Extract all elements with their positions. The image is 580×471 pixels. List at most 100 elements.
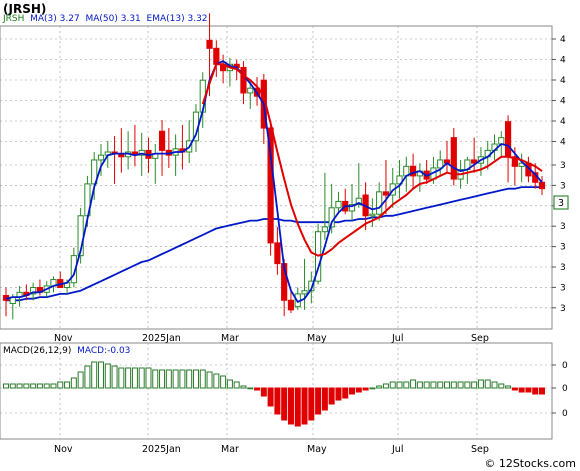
price-tick-label: 3: [560, 263, 566, 273]
month-label-macd: Nov: [54, 444, 73, 455]
price-tick-label: 4: [560, 56, 566, 66]
macd-bar: [23, 383, 30, 389]
macd-bar: [30, 383, 37, 389]
macd-bar: [342, 387, 349, 399]
price-tick-label: 4: [560, 35, 566, 45]
candle-body: [498, 137, 505, 145]
candle-body: [213, 47, 220, 65]
chart-title: (JRSH): [3, 2, 47, 16]
month-label-macd: 2025Jan: [142, 444, 181, 455]
macd-bar: [349, 387, 356, 395]
macd-bar: [247, 387, 254, 390]
candle-body: [301, 290, 308, 295]
price-tick-label: 3: [560, 161, 566, 171]
candle-body: [206, 39, 213, 49]
macd-bar: [152, 369, 159, 389]
macd-bar: [539, 387, 545, 395]
candle-body: [355, 197, 362, 206]
macd-bar: [118, 367, 125, 389]
candle-body: [247, 87, 254, 94]
macd-bar: [9, 383, 16, 389]
candle-body: [267, 127, 274, 244]
macd-bar: [505, 385, 512, 389]
macd-bar: [328, 387, 335, 405]
macd-bar: [3, 383, 9, 389]
macd-bar: [301, 387, 308, 425]
macd-bar: [382, 383, 389, 389]
candle-body: [335, 200, 342, 209]
month-label-macd: Sep: [471, 444, 489, 455]
month-label-macd: Jul: [391, 444, 403, 455]
macd-bar: [416, 381, 423, 389]
candle-body: [308, 280, 315, 292]
macd-bar: [206, 371, 213, 389]
macd-bar: [138, 367, 145, 389]
candle-body: [450, 137, 457, 180]
macd-bar: [471, 381, 478, 389]
macd-bar: [444, 381, 451, 389]
macd-bar: [213, 373, 220, 389]
month-label: Nov: [54, 333, 73, 344]
price-tick-label: 3: [560, 243, 566, 253]
candle-body: [376, 191, 383, 215]
candle-body: [70, 255, 77, 284]
macd-bar: [457, 381, 464, 389]
macd-bar: [16, 383, 23, 389]
candle-body: [321, 226, 328, 233]
macd-bar: [57, 381, 64, 389]
macd-bar: [91, 361, 98, 389]
macd-bar: [389, 381, 396, 389]
month-label: Mar: [221, 333, 239, 344]
legend-ema13-label: EMA(13): [146, 14, 185, 24]
macd-bar: [355, 387, 362, 393]
candle-body: [274, 242, 281, 265]
macd-legend-label: MACD(26,12,9): [3, 346, 72, 356]
macd-tick-label: 0: [562, 384, 568, 394]
legend-ma50-label: MA(50): [85, 14, 118, 24]
macd-bar: [437, 381, 444, 389]
macd-bar: [369, 387, 376, 390]
macd-bar: [179, 369, 186, 389]
macd-bar: [532, 387, 539, 395]
legend-ma50-value: 3.31: [120, 14, 141, 24]
legend-ticker: JRSH: [3, 14, 25, 24]
price-legend: JRSH MA(3) 3.27 MA(50) 3.31 EMA(13) 3.32: [3, 14, 208, 24]
candle-body: [240, 66, 247, 94]
macd-bar: [267, 387, 274, 407]
candle-body: [471, 159, 478, 164]
macd-bar: [430, 381, 437, 389]
macd-bar: [484, 379, 491, 389]
price-tick-label: 3: [560, 283, 566, 293]
price-tick-label: 4: [560, 117, 566, 127]
last-price-box: [553, 195, 569, 210]
macd-bar: [464, 381, 471, 389]
macd-bar: [315, 387, 322, 415]
macd-bar: [287, 387, 294, 425]
macd-bar: [70, 377, 77, 389]
macd-bar: [274, 387, 281, 415]
macd-bar: [450, 381, 457, 389]
ma3-line: [5, 60, 543, 303]
price-tick-label: 3: [560, 304, 566, 314]
macd-tick-label: 0: [562, 409, 568, 419]
macd-bar: [199, 369, 206, 389]
macd-bar: [64, 381, 71, 389]
macd-bar: [410, 379, 417, 389]
macd-bar: [104, 363, 111, 389]
macd-bar: [172, 369, 179, 389]
price-plot-area: [0, 25, 553, 330]
macd-bar: [498, 383, 505, 389]
candle-body: [30, 287, 37, 295]
month-label-macd: Mar: [221, 444, 239, 455]
macd-bar: [131, 367, 138, 389]
price-tick-label: 3: [560, 181, 566, 191]
macd-bar: [240, 385, 247, 389]
candle-body: [396, 175, 403, 185]
candle-body: [348, 204, 356, 212]
month-label: Sep: [471, 333, 489, 344]
macd-bar: [84, 365, 91, 389]
candle-body: [409, 165, 417, 177]
candle-body: [437, 159, 444, 169]
